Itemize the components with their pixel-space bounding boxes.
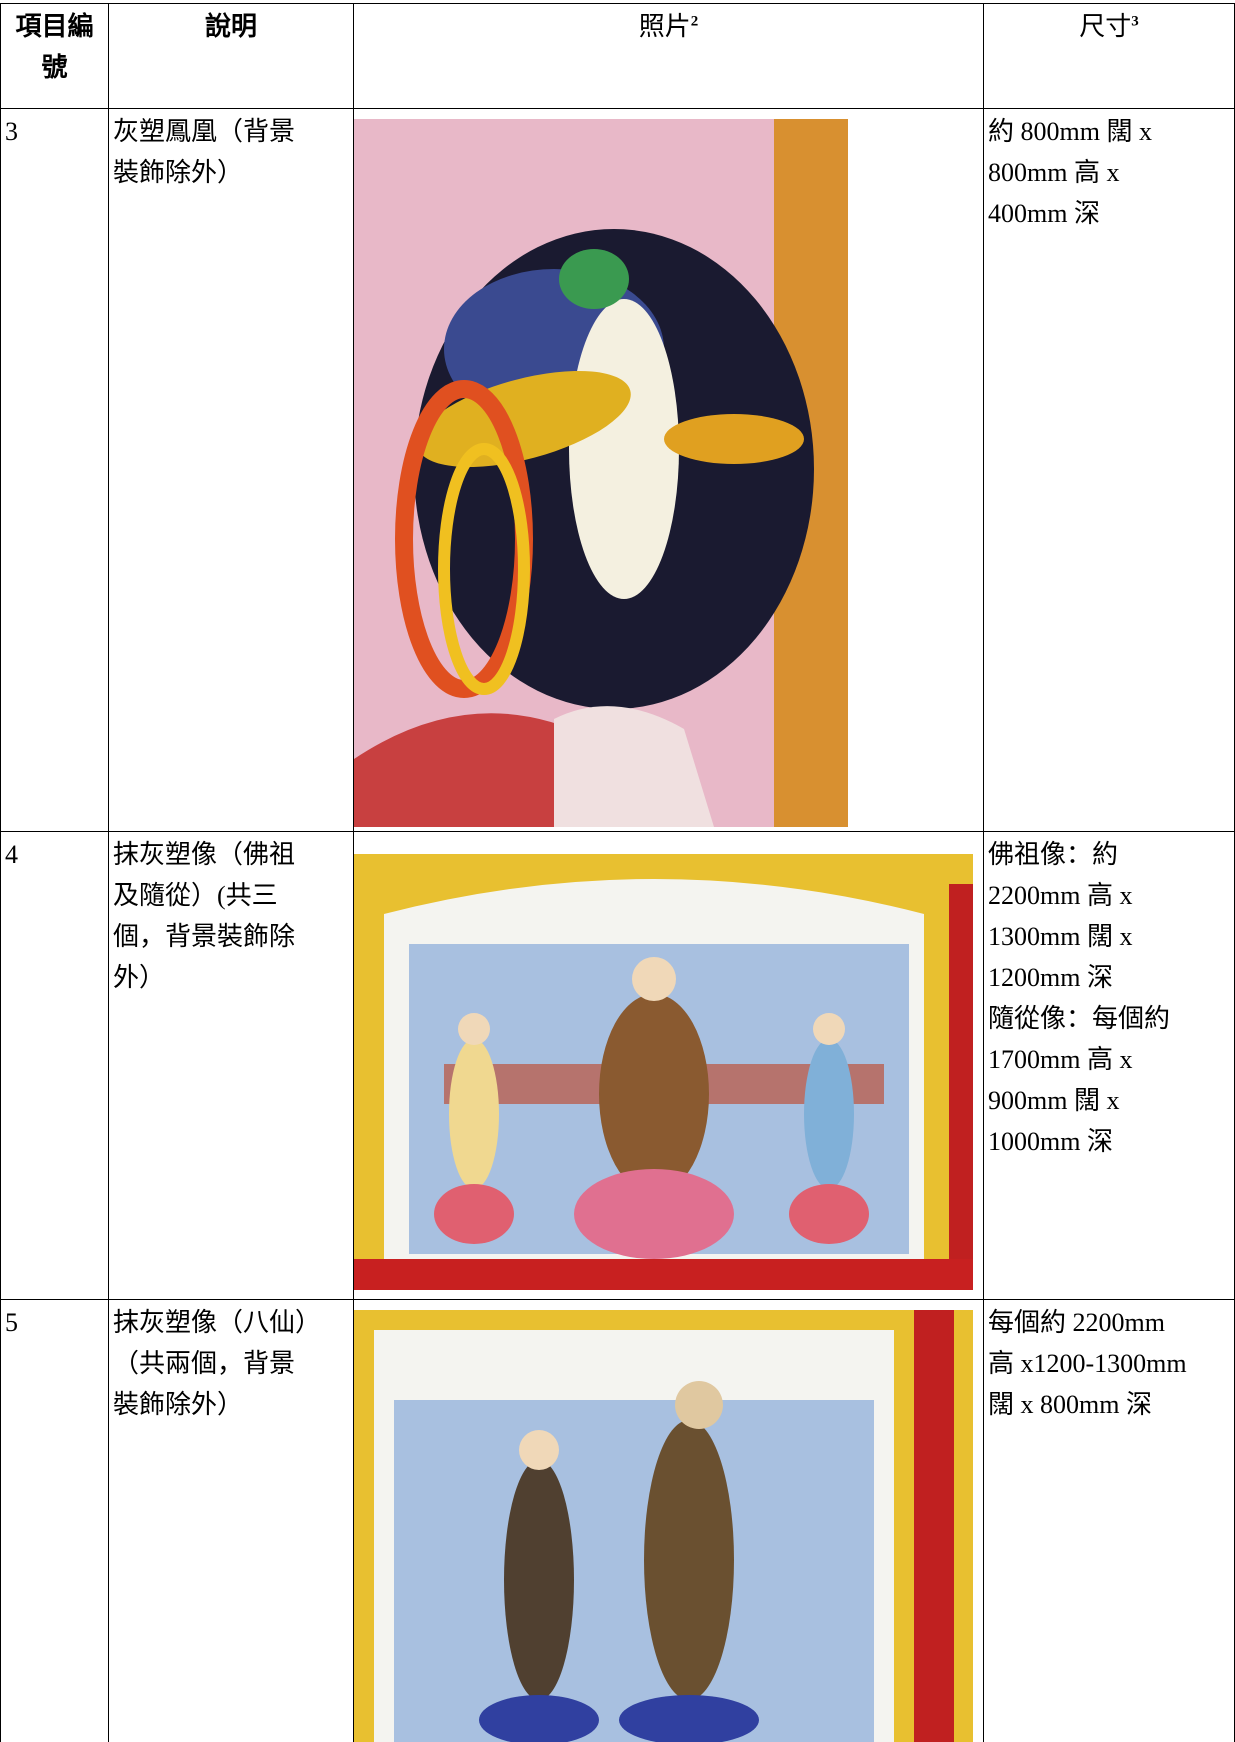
text-line: 裝飾除外） <box>113 158 244 187</box>
text-line: 1000mm 深 <box>988 1127 1113 1156</box>
text-line: 抹灰塑像（佛祖 <box>113 840 296 869</box>
header-cell: 尺寸3 <box>983 3 1235 109</box>
text-line: 個，背景裝飾除 <box>113 922 296 951</box>
row: 3 灰塑鳳凰（背景 裝飾除外） 約 800mm 闊 x 800mm 高 x 400mm… <box>0 108 1235 832</box>
text-line: 佛祖像：約 <box>988 840 1119 869</box>
text-line: 及隨從）(共三 <box>113 881 278 910</box>
description-cell: 抹灰塑像（八仙） （共兩個，背景 裝飾除外） <box>108 1299 354 1742</box>
page: {"table":{ "headers":[ {"text":"項目編號"}, … <box>0 3 1235 1742</box>
size-cell: 每個約 2200mm 高 x1200-1300mm 闊 x 800mm 深 <box>983 1299 1235 1742</box>
item-cell: 4 <box>0 831 109 1300</box>
text-line: 1200mm 深 <box>988 963 1113 992</box>
footnote-ref: 2 <box>690 13 699 30</box>
text-line: 2200mm 高 x <box>988 881 1133 910</box>
text-line: 高 x1200-1300mm <box>988 1349 1187 1378</box>
header-cell: 照片2 <box>353 3 984 109</box>
footnote-ref: 3 <box>1131 13 1139 30</box>
photo-phoenix <box>354 119 848 827</box>
item-cell: 5 <box>0 1299 109 1742</box>
photo-cell <box>353 1299 984 1742</box>
description-cell: 灰塑鳳凰（背景 裝飾除外） <box>108 108 354 832</box>
header-text: 項目編號 <box>15 12 94 82</box>
text-line: 灰塑鳳凰（背景 <box>113 117 296 146</box>
text-line: 隨從像：每個約 <box>988 1004 1171 1033</box>
row: 4 抹灰塑像（佛祖 及隨從）(共三 個，背景裝飾除 外） 佛祖像：約 2200mm 高 … <box>0 831 1235 1300</box>
photo-cell <box>353 831 984 1300</box>
text-line: 抹灰塑像（八仙） <box>113 1308 322 1337</box>
text-line: 每個約 2200mm <box>988 1308 1165 1337</box>
size-cell: 約 800mm 闊 x 800mm 高 x 400mm 深 <box>983 108 1235 832</box>
description-cell: 抹灰塑像（佛祖 及隨從）(共三 個，背景裝飾除 外） <box>108 831 354 1300</box>
header-cell: 說明 <box>108 3 354 109</box>
header-row: 項目編號 說明 照片2 尺寸3 <box>0 3 1235 109</box>
text-line: 裝飾除外） <box>113 1390 244 1419</box>
header-text: 說明 <box>204 12 257 41</box>
item-cell: 3 <box>0 108 109 832</box>
row: 5 抹灰塑像（八仙） （共兩個，背景 裝飾除外） 每個約 2200mm 高 x1200… <box>0 1299 1235 1742</box>
text-line: 闊 x 800mm 深 <box>988 1390 1152 1419</box>
size-cell: 佛祖像：約 2200mm 高 x 1300mm 闊 x 1200mm 深隨從像：每個約… <box>983 831 1235 1300</box>
text-line: 1300mm 闊 x <box>988 922 1133 951</box>
header-cell: 項目編號 <box>0 3 109 109</box>
text-line: 約 800mm 闊 x <box>988 117 1152 146</box>
text-line: 400mm 深 <box>988 199 1100 228</box>
photo-buddha <box>354 854 973 1290</box>
text-line: （共兩個，背景 <box>113 1349 296 1378</box>
header-text: 照片 <box>638 12 691 41</box>
text-line: 900mm 闊 x <box>988 1086 1120 1115</box>
text-line: 800mm 高 x <box>988 158 1120 187</box>
photo-cell <box>353 108 984 832</box>
item-table: 項目編號 說明 照片2 尺寸3 3 灰塑鳳凰（背景 裝飾除外） 約 800mm 闊… <box>0 3 1235 1742</box>
header-text: 尺寸 <box>1079 12 1132 41</box>
photo-immortals <box>354 1310 973 1742</box>
text-line: 1700mm 高 x <box>988 1045 1133 1074</box>
text-line: 外） <box>113 963 166 992</box>
